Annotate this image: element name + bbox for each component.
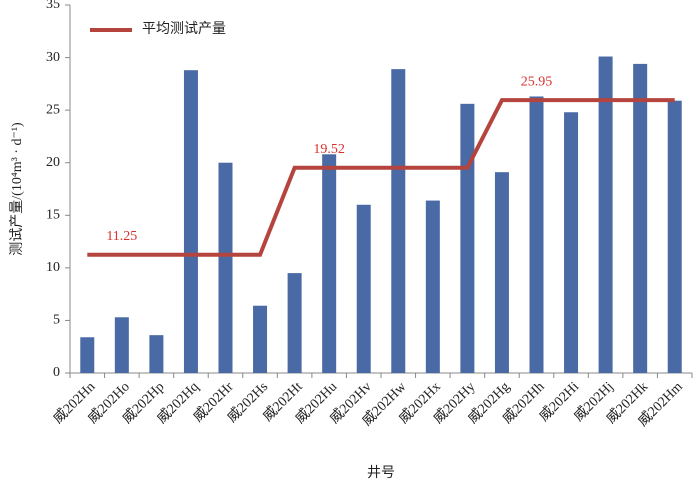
bar [114, 317, 129, 373]
bar [80, 337, 95, 373]
bar [529, 96, 544, 373]
bar [322, 154, 337, 373]
bar [667, 100, 682, 374]
y-tick-label: 30 [46, 50, 60, 65]
y-tick-label: 5 [53, 313, 60, 328]
data-label: 19.52 [313, 142, 345, 157]
bar [564, 112, 579, 373]
bar [598, 56, 613, 374]
data-label: 25.95 [521, 74, 553, 89]
bar [494, 172, 509, 373]
bar [253, 305, 268, 373]
y-tick-label: 25 [46, 102, 60, 117]
bar [633, 63, 648, 373]
data-label: 11.25 [106, 229, 137, 244]
y-tick-label: 15 [46, 208, 60, 223]
bar [356, 204, 371, 373]
y-tick-label: 0 [53, 365, 60, 380]
bar [460, 103, 475, 373]
bar [149, 335, 164, 373]
x-axis-title: 井号 [367, 465, 395, 481]
y-tick-label: 20 [46, 155, 60, 170]
y-axis-title: 测试产量/(10⁴m³ · d⁻¹) [9, 122, 25, 256]
legend-label: 平均测试产量 [142, 21, 226, 37]
bar [287, 273, 302, 373]
y-tick-label: 35 [46, 0, 60, 12]
bar [218, 162, 233, 373]
bar [391, 69, 406, 373]
bar [183, 70, 198, 373]
y-tick-label: 10 [46, 260, 60, 275]
line [87, 98, 675, 257]
bar [425, 200, 440, 373]
